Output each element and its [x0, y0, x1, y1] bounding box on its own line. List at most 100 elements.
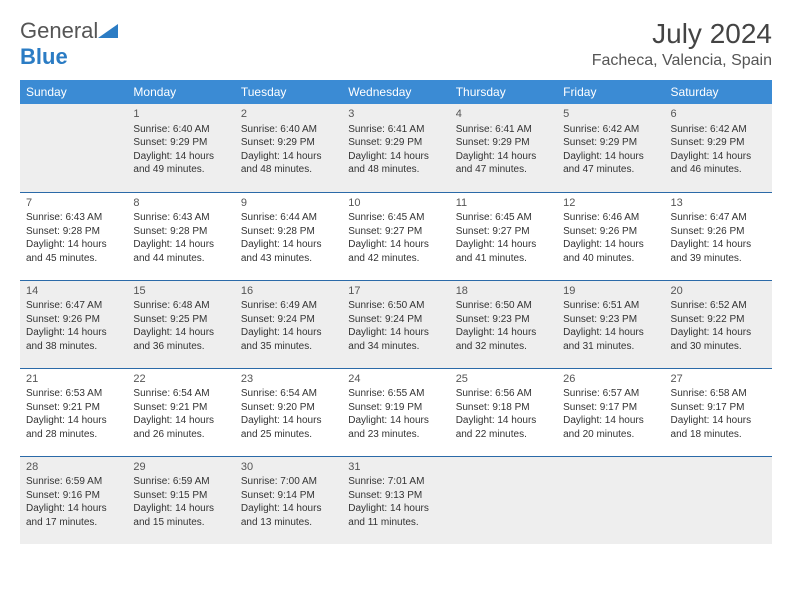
daylight-line: and 20 minutes.: [563, 428, 658, 442]
daylight-line: Daylight: 14 hours: [133, 150, 228, 164]
logo: General Blue: [20, 18, 118, 70]
weekday-header: Tuesday: [235, 80, 342, 104]
sunset-line: Sunset: 9:16 PM: [26, 489, 121, 503]
daylight-line: Daylight: 14 hours: [241, 414, 336, 428]
sunrise-line: Sunrise: 6:54 AM: [241, 387, 336, 401]
calendar-cell: 31Sunrise: 7:01 AMSunset: 9:13 PMDayligh…: [342, 456, 449, 544]
daylight-line: and 35 minutes.: [241, 340, 336, 354]
calendar-cell: 3Sunrise: 6:41 AMSunset: 9:29 PMDaylight…: [342, 104, 449, 192]
daylight-line: Daylight: 14 hours: [671, 150, 766, 164]
daylight-line: and 26 minutes.: [133, 428, 228, 442]
sunrise-line: Sunrise: 6:48 AM: [133, 299, 228, 313]
daylight-line: Daylight: 14 hours: [348, 502, 443, 516]
sunset-line: Sunset: 9:25 PM: [133, 313, 228, 327]
sunrise-line: Sunrise: 6:44 AM: [241, 211, 336, 225]
calendar-cell: 2Sunrise: 6:40 AMSunset: 9:29 PMDaylight…: [235, 104, 342, 192]
calendar-cell: 13Sunrise: 6:47 AMSunset: 9:26 PMDayligh…: [665, 192, 772, 280]
calendar-cell-empty: [20, 104, 127, 192]
daylight-line: and 22 minutes.: [456, 428, 551, 442]
calendar-cell-empty: [557, 456, 664, 544]
day-number: 27: [671, 372, 766, 387]
daylight-line: and 11 minutes.: [348, 516, 443, 530]
sunrise-line: Sunrise: 6:50 AM: [348, 299, 443, 313]
daylight-line: Daylight: 14 hours: [456, 414, 551, 428]
daylight-line: and 45 minutes.: [26, 252, 121, 266]
calendar-cell-empty: [450, 456, 557, 544]
day-number: 6: [671, 107, 766, 122]
sunrise-line: Sunrise: 6:46 AM: [563, 211, 658, 225]
calendar-row: 28Sunrise: 6:59 AMSunset: 9:16 PMDayligh…: [20, 456, 772, 544]
day-number: 24: [348, 372, 443, 387]
day-number: 3: [348, 107, 443, 122]
daylight-line: Daylight: 14 hours: [671, 326, 766, 340]
sunset-line: Sunset: 9:29 PM: [348, 136, 443, 150]
sunrise-line: Sunrise: 7:01 AM: [348, 475, 443, 489]
day-number: 14: [26, 284, 121, 299]
logo-text-1: General: [20, 18, 98, 43]
day-number: 7: [26, 196, 121, 211]
sunset-line: Sunset: 9:21 PM: [133, 401, 228, 415]
daylight-line: Daylight: 14 hours: [133, 414, 228, 428]
sunset-line: Sunset: 9:24 PM: [241, 313, 336, 327]
sunrise-line: Sunrise: 6:41 AM: [348, 123, 443, 137]
sunrise-line: Sunrise: 6:49 AM: [241, 299, 336, 313]
sunset-line: Sunset: 9:29 PM: [133, 136, 228, 150]
calendar-cell: 28Sunrise: 6:59 AMSunset: 9:16 PMDayligh…: [20, 456, 127, 544]
daylight-line: and 47 minutes.: [456, 163, 551, 177]
calendar-body: 1Sunrise: 6:40 AMSunset: 9:29 PMDaylight…: [20, 104, 772, 544]
daylight-line: and 18 minutes.: [671, 428, 766, 442]
daylight-line: Daylight: 14 hours: [456, 238, 551, 252]
sunset-line: Sunset: 9:28 PM: [133, 225, 228, 239]
calendar-cell: 19Sunrise: 6:51 AMSunset: 9:23 PMDayligh…: [557, 280, 664, 368]
day-number: 13: [671, 196, 766, 211]
calendar-cell: 18Sunrise: 6:50 AMSunset: 9:23 PMDayligh…: [450, 280, 557, 368]
sunset-line: Sunset: 9:26 PM: [563, 225, 658, 239]
daylight-line: Daylight: 14 hours: [348, 238, 443, 252]
day-number: 17: [348, 284, 443, 299]
daylight-line: and 38 minutes.: [26, 340, 121, 354]
sunset-line: Sunset: 9:20 PM: [241, 401, 336, 415]
daylight-line: Daylight: 14 hours: [348, 326, 443, 340]
sunset-line: Sunset: 9:27 PM: [456, 225, 551, 239]
sunset-line: Sunset: 9:24 PM: [348, 313, 443, 327]
daylight-line: Daylight: 14 hours: [26, 326, 121, 340]
sunrise-line: Sunrise: 6:43 AM: [133, 211, 228, 225]
daylight-line: Daylight: 14 hours: [241, 502, 336, 516]
daylight-line: Daylight: 14 hours: [348, 150, 443, 164]
day-number: 16: [241, 284, 336, 299]
sunrise-line: Sunrise: 6:40 AM: [133, 123, 228, 137]
day-number: 8: [133, 196, 228, 211]
day-number: 1: [133, 107, 228, 122]
daylight-line: and 23 minutes.: [348, 428, 443, 442]
daylight-line: and 48 minutes.: [348, 163, 443, 177]
calendar-cell: 5Sunrise: 6:42 AMSunset: 9:29 PMDaylight…: [557, 104, 664, 192]
calendar-table: SundayMondayTuesdayWednesdayThursdayFrid…: [20, 80, 772, 544]
daylight-line: and 31 minutes.: [563, 340, 658, 354]
sunrise-line: Sunrise: 6:42 AM: [671, 123, 766, 137]
weekday-header-row: SundayMondayTuesdayWednesdayThursdayFrid…: [20, 80, 772, 104]
header: General Blue July 2024 Facheca, Valencia…: [20, 18, 772, 70]
logo-triangle-icon: [98, 18, 118, 44]
calendar-row: 21Sunrise: 6:53 AMSunset: 9:21 PMDayligh…: [20, 368, 772, 456]
calendar-cell: 29Sunrise: 6:59 AMSunset: 9:15 PMDayligh…: [127, 456, 234, 544]
sunset-line: Sunset: 9:14 PM: [241, 489, 336, 503]
daylight-line: Daylight: 14 hours: [348, 414, 443, 428]
sunrise-line: Sunrise: 6:50 AM: [456, 299, 551, 313]
sunrise-line: Sunrise: 6:45 AM: [456, 211, 551, 225]
sunrise-line: Sunrise: 6:41 AM: [456, 123, 551, 137]
weekday-header: Friday: [557, 80, 664, 104]
day-number: 15: [133, 284, 228, 299]
calendar-cell: 6Sunrise: 6:42 AMSunset: 9:29 PMDaylight…: [665, 104, 772, 192]
calendar-cell: 11Sunrise: 6:45 AMSunset: 9:27 PMDayligh…: [450, 192, 557, 280]
weekday-header: Sunday: [20, 80, 127, 104]
day-number: 31: [348, 460, 443, 475]
daylight-line: and 30 minutes.: [671, 340, 766, 354]
sunrise-line: Sunrise: 6:52 AM: [671, 299, 766, 313]
calendar-cell: 7Sunrise: 6:43 AMSunset: 9:28 PMDaylight…: [20, 192, 127, 280]
sunset-line: Sunset: 9:28 PM: [26, 225, 121, 239]
sunset-line: Sunset: 9:13 PM: [348, 489, 443, 503]
sunset-line: Sunset: 9:27 PM: [348, 225, 443, 239]
sunrise-line: Sunrise: 6:47 AM: [671, 211, 766, 225]
calendar-cell: 15Sunrise: 6:48 AMSunset: 9:25 PMDayligh…: [127, 280, 234, 368]
sunset-line: Sunset: 9:29 PM: [241, 136, 336, 150]
